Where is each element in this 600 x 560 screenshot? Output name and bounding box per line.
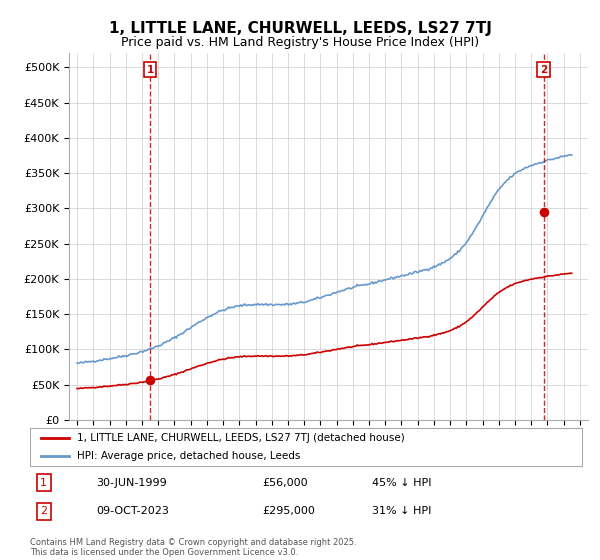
Point bbox=[539, 207, 548, 216]
Text: 1, LITTLE LANE, CHURWELL, LEEDS, LS27 7TJ (detached house): 1, LITTLE LANE, CHURWELL, LEEDS, LS27 7T… bbox=[77, 433, 404, 443]
Text: Price paid vs. HM Land Registry's House Price Index (HPI): Price paid vs. HM Land Registry's House … bbox=[121, 36, 479, 49]
Text: 45% ↓ HPI: 45% ↓ HPI bbox=[372, 478, 432, 488]
Text: 31% ↓ HPI: 31% ↓ HPI bbox=[372, 506, 431, 516]
Text: £56,000: £56,000 bbox=[262, 478, 307, 488]
Text: 30-JUN-1999: 30-JUN-1999 bbox=[96, 478, 167, 488]
Text: £295,000: £295,000 bbox=[262, 506, 315, 516]
Text: 1: 1 bbox=[146, 65, 154, 74]
Text: 2: 2 bbox=[540, 65, 547, 74]
Text: Contains HM Land Registry data © Crown copyright and database right 2025.
This d: Contains HM Land Registry data © Crown c… bbox=[30, 538, 356, 557]
Text: HPI: Average price, detached house, Leeds: HPI: Average price, detached house, Leed… bbox=[77, 451, 300, 461]
FancyBboxPatch shape bbox=[30, 428, 582, 466]
Text: 1: 1 bbox=[40, 478, 47, 488]
Text: 2: 2 bbox=[40, 506, 47, 516]
Text: 1, LITTLE LANE, CHURWELL, LEEDS, LS27 7TJ: 1, LITTLE LANE, CHURWELL, LEEDS, LS27 7T… bbox=[109, 21, 491, 36]
Point bbox=[145, 376, 155, 385]
Text: 09-OCT-2023: 09-OCT-2023 bbox=[96, 506, 169, 516]
